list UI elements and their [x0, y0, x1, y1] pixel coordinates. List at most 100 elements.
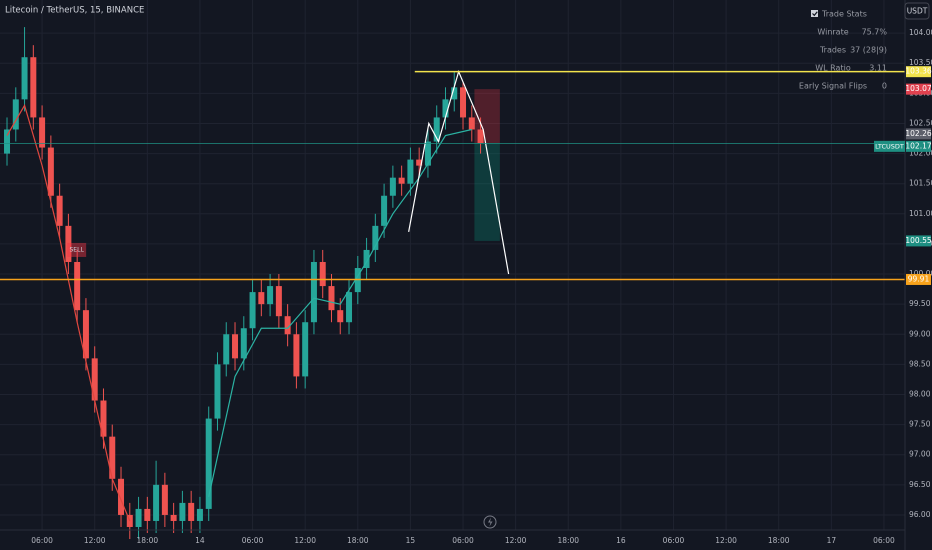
y-tick-label: 97.50 — [909, 420, 931, 429]
stat-value: 75.7% — [862, 28, 888, 37]
candle-body — [310, 261, 317, 323]
candle-body — [477, 129, 484, 144]
replay-icon[interactable] — [483, 515, 497, 529]
candle-body — [12, 99, 19, 130]
check-mark — [812, 11, 818, 17]
candle-body — [91, 358, 98, 401]
candle-body — [424, 141, 431, 166]
candle-body — [30, 57, 37, 118]
price-label: 102.17 — [905, 141, 931, 150]
candle-body — [47, 147, 54, 196]
price-label: 103.36 — [905, 67, 931, 76]
price-label: 102.26 — [905, 129, 931, 138]
price-label: 103.07 — [905, 84, 931, 93]
y-tick-label: 99.00 — [909, 329, 931, 338]
candle-body — [389, 177, 396, 196]
candle-body — [442, 99, 449, 118]
sell-marker — [67, 242, 87, 257]
candle-body — [381, 195, 388, 226]
x-tick-label: 18:00 — [768, 536, 790, 545]
candle-body — [346, 292, 353, 323]
indicator-line — [408, 69, 510, 275]
price-label-box — [906, 66, 931, 78]
x-tick-label: 06:00 — [663, 536, 685, 545]
lightning — [488, 517, 493, 527]
candle-body — [144, 508, 151, 521]
candle-body — [100, 400, 107, 437]
candle-body — [328, 286, 335, 311]
target-zone — [474, 143, 500, 241]
stat-label: WL Ratio — [815, 64, 851, 73]
candle-body — [39, 117, 46, 148]
candle-body — [109, 436, 116, 479]
candle-body — [275, 286, 282, 317]
stat-value: 37 (28|9) — [850, 46, 887, 55]
candle-body — [433, 117, 440, 142]
x-tick-label: 15 — [406, 536, 416, 545]
candle-body — [196, 508, 203, 521]
candle-body — [363, 249, 370, 269]
y-tick-label: 96.00 — [909, 510, 931, 519]
y-tick-label: 102.50 — [909, 118, 932, 127]
candle-body — [398, 177, 405, 184]
x-tick-label: 18:00 — [137, 536, 159, 545]
candle-body — [179, 502, 186, 521]
x-tick-label: 17 — [827, 536, 837, 545]
candle-body — [258, 292, 265, 305]
candle-body — [4, 129, 11, 154]
price-label-box — [906, 273, 931, 285]
symbol-label-box — [874, 140, 905, 152]
y-tick-label: 96.50 — [909, 480, 931, 489]
symbol-label: LTCUSDT — [875, 142, 904, 150]
candle-body — [82, 310, 89, 359]
candle-body — [232, 334, 239, 359]
candle-body — [416, 159, 423, 166]
price-label-box — [906, 128, 931, 140]
x-tick-label: 12:00 — [84, 536, 106, 545]
candle-body — [153, 484, 160, 521]
stat-label: Trades — [819, 46, 846, 55]
candle-body — [249, 292, 256, 329]
y-tick-label: 100.00 — [909, 269, 932, 278]
candle-body — [118, 478, 125, 515]
candle-body — [21, 57, 28, 100]
x-tick-label: 12:00 — [294, 536, 316, 545]
y-tick-label: 101.50 — [909, 179, 932, 188]
candle-body — [170, 514, 177, 521]
stats-panel: Trade Stats — [811, 10, 867, 19]
candle-body — [460, 87, 467, 118]
plot: SELL — [0, 27, 905, 540]
x-tick-label: 06:00 — [873, 536, 895, 545]
currency-label[interactable]: USDT — [907, 7, 928, 16]
sell-label: SELL — [70, 246, 85, 253]
candle-body — [135, 508, 142, 527]
chart-title: Litecoin / TetherUS, 15, BINANCE — [5, 6, 144, 16]
y-tick-label: 99.50 — [909, 299, 931, 308]
price-label-box — [906, 235, 931, 247]
candle-body — [302, 322, 309, 377]
candle-body — [240, 328, 247, 359]
candle-body — [293, 334, 300, 377]
y-tick-label: 98.00 — [909, 389, 931, 398]
y-tick-label: 102.00 — [909, 149, 932, 158]
currency-button[interactable] — [904, 2, 930, 20]
candle-body — [267, 286, 274, 305]
candle-body — [74, 261, 81, 311]
candle-body — [372, 225, 379, 250]
x-tick-label: 18:00 — [557, 536, 579, 545]
candle-body — [56, 195, 63, 226]
x-tick-label: 06:00 — [31, 536, 53, 545]
x-tick-label: 16 — [616, 536, 626, 545]
candle-body — [188, 502, 195, 521]
x-tick-label: 18:00 — [347, 536, 369, 545]
price-label-box — [906, 140, 931, 152]
x-tick-label: 06:00 — [242, 536, 264, 545]
stat-value: 0 — [882, 82, 887, 91]
candle-body — [337, 310, 344, 323]
stats-checkbox[interactable] — [811, 10, 818, 17]
candle-body — [223, 334, 230, 365]
candle-body — [205, 418, 212, 509]
y-tick-label: 98.50 — [909, 359, 931, 368]
